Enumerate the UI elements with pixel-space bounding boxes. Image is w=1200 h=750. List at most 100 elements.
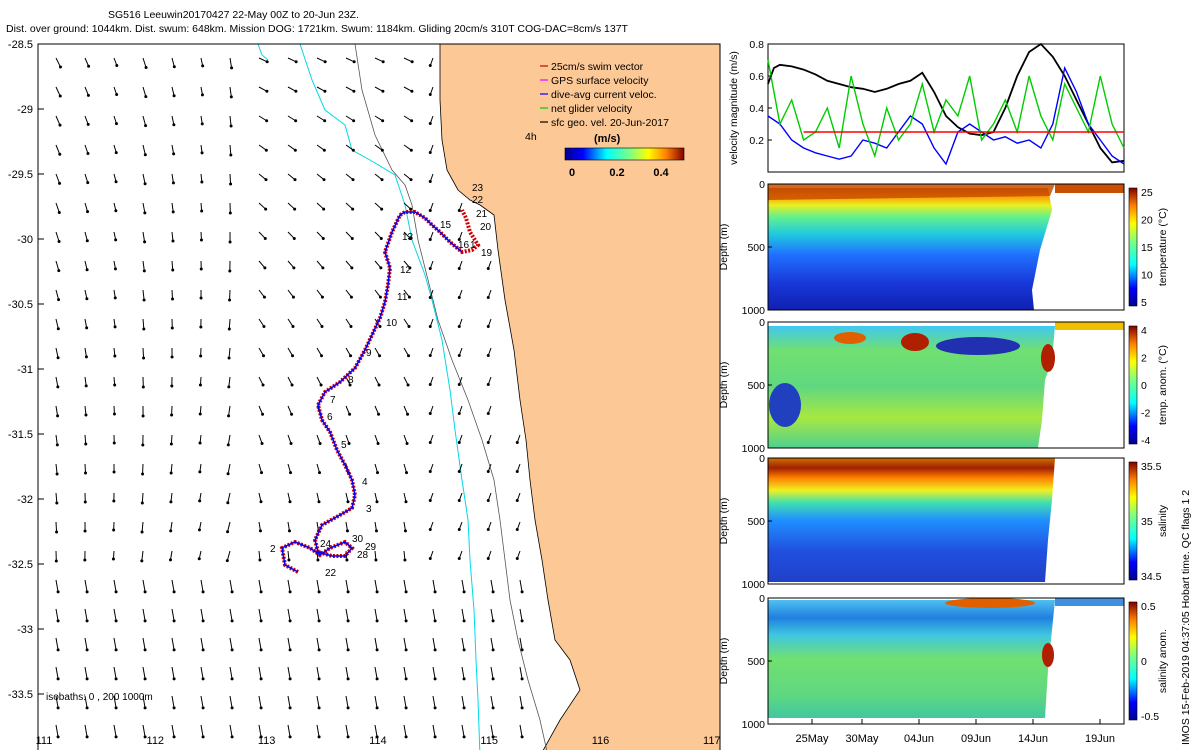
velocity-arrow-head (352, 119, 356, 123)
velocity-arrow (55, 347, 59, 358)
velocity-arrow-head (114, 619, 118, 623)
isobath-1000 (299, 43, 481, 750)
depth-tick-label: 1000 (742, 719, 766, 731)
temperature-mixed-layer (768, 184, 1055, 200)
velocity-arrow-head (346, 706, 350, 710)
velocity-arrow-head (58, 181, 62, 185)
salinity-blank (1056, 458, 1124, 582)
velocity-arrow (432, 695, 436, 708)
velocity-arrow-head (375, 500, 379, 504)
velocity-arrow-head (346, 619, 350, 623)
velocity-arrow-head (262, 324, 266, 328)
velocity-arrow (229, 86, 232, 97)
velocity-arrow-head (200, 180, 204, 184)
velocity-arrow-head (113, 267, 117, 271)
velocity-arrow-head (293, 148, 297, 152)
velocity-arrow-head (457, 296, 461, 300)
velocity-arrow (200, 666, 204, 679)
day-label: 15 (440, 220, 452, 231)
day-label: 5 (341, 440, 347, 451)
velocity-arrow-head (351, 148, 355, 152)
colorbar-tick-label: -0.5 (1141, 711, 1159, 723)
colorbar-tick-label: 34.5 (1141, 571, 1162, 583)
velocity-series (767, 42, 1125, 166)
velocity-arrow (228, 376, 231, 387)
land-mass (439, 43, 721, 750)
velocity-arrow-head (428, 470, 432, 474)
velocity-arrow-head (457, 470, 461, 474)
velocity-arrow-head (197, 557, 201, 561)
velocity-arrow (200, 695, 204, 708)
velocity-arrow-head (171, 210, 175, 214)
velocity-arrow-head (172, 590, 176, 594)
velocity-arrow (55, 434, 58, 445)
velocity-arrow-head (351, 178, 355, 182)
velocity-arrow (84, 463, 87, 474)
velocity-arrow (55, 608, 59, 621)
velocity-arrow (142, 289, 145, 300)
velocity-arrow (258, 637, 262, 650)
velocity-arrow-head (58, 152, 62, 156)
day-label: 2 (270, 544, 276, 555)
velocity-arrow-head (226, 501, 230, 505)
velocity-arrow-head (199, 354, 203, 358)
velocity-arrow-head (404, 677, 408, 681)
velocity-arrow (55, 318, 59, 329)
velocity-arrow-head (86, 122, 90, 126)
map-y-tick-label: -33 (17, 624, 33, 636)
velocity-arrow-head (55, 501, 59, 505)
velocity-arrow-head (352, 60, 356, 64)
velocity-arrow-head (405, 471, 409, 475)
isobath-200 (354, 43, 548, 750)
velocity-arrow-head (380, 207, 384, 211)
velocity-arrow (142, 144, 146, 155)
velocity-arrow (258, 492, 262, 502)
velocity-arrow (55, 57, 61, 68)
velocity-arrow (84, 260, 88, 270)
day-label: 4 (362, 477, 368, 488)
velocity-arrow-head (462, 735, 466, 739)
velocity-arrow (461, 608, 465, 621)
velocity-arrow (258, 318, 265, 327)
colorbar-tick: 0.2 (609, 167, 624, 179)
velocity-arrow (258, 521, 261, 531)
velocity-arrow-head (228, 269, 232, 273)
velocity-arrow-head (57, 269, 61, 273)
velocity-arrow-head (57, 298, 61, 302)
velocity-arrow-head (346, 735, 350, 739)
velocity-arrow (345, 637, 349, 650)
colorbar-tick-label: 10 (1141, 270, 1153, 282)
depth-axis-label: Depth (m) (718, 638, 730, 685)
velocity-arrow-head (520, 677, 524, 681)
velocity-arrow (490, 608, 494, 621)
velocity-arrow (316, 115, 325, 122)
velocity-arrow-head (486, 267, 490, 271)
velocity-arrow-head (428, 383, 432, 387)
velocity-arrow (227, 521, 231, 532)
velocity-arrow-head (230, 619, 234, 623)
day-label: 11 (397, 292, 408, 303)
velocity-arrow (170, 521, 173, 531)
velocity-arrow (374, 550, 377, 561)
velocity-y-tick-label: 0.6 (749, 71, 764, 83)
velocity-arrow-head (58, 123, 62, 127)
velocity-arrow (374, 666, 378, 679)
velocity-arrow (141, 521, 144, 533)
velocity-arrow (490, 579, 494, 592)
day-label: 6 (327, 412, 333, 423)
time-tick-label: 09Jun (961, 733, 991, 745)
velocity-arrow-head (428, 267, 432, 271)
time-tick-label: 25May (795, 733, 829, 745)
velocity-arrow-head (198, 441, 202, 445)
velocity-arrow-head (112, 412, 116, 416)
velocity-arrow-head (113, 325, 117, 329)
map-x-tick-label: 116 (592, 735, 610, 747)
map-frame (37, 43, 721, 750)
velocity-arrow-head (350, 236, 354, 240)
velocity-arrow-head (83, 558, 87, 562)
velocity-arrow-head (520, 619, 524, 623)
velocity-arrow-head (172, 619, 176, 623)
velocity-arrow (228, 347, 231, 359)
velocity-arrow-head (520, 648, 524, 652)
colorbar-label: salinity (1157, 504, 1169, 537)
